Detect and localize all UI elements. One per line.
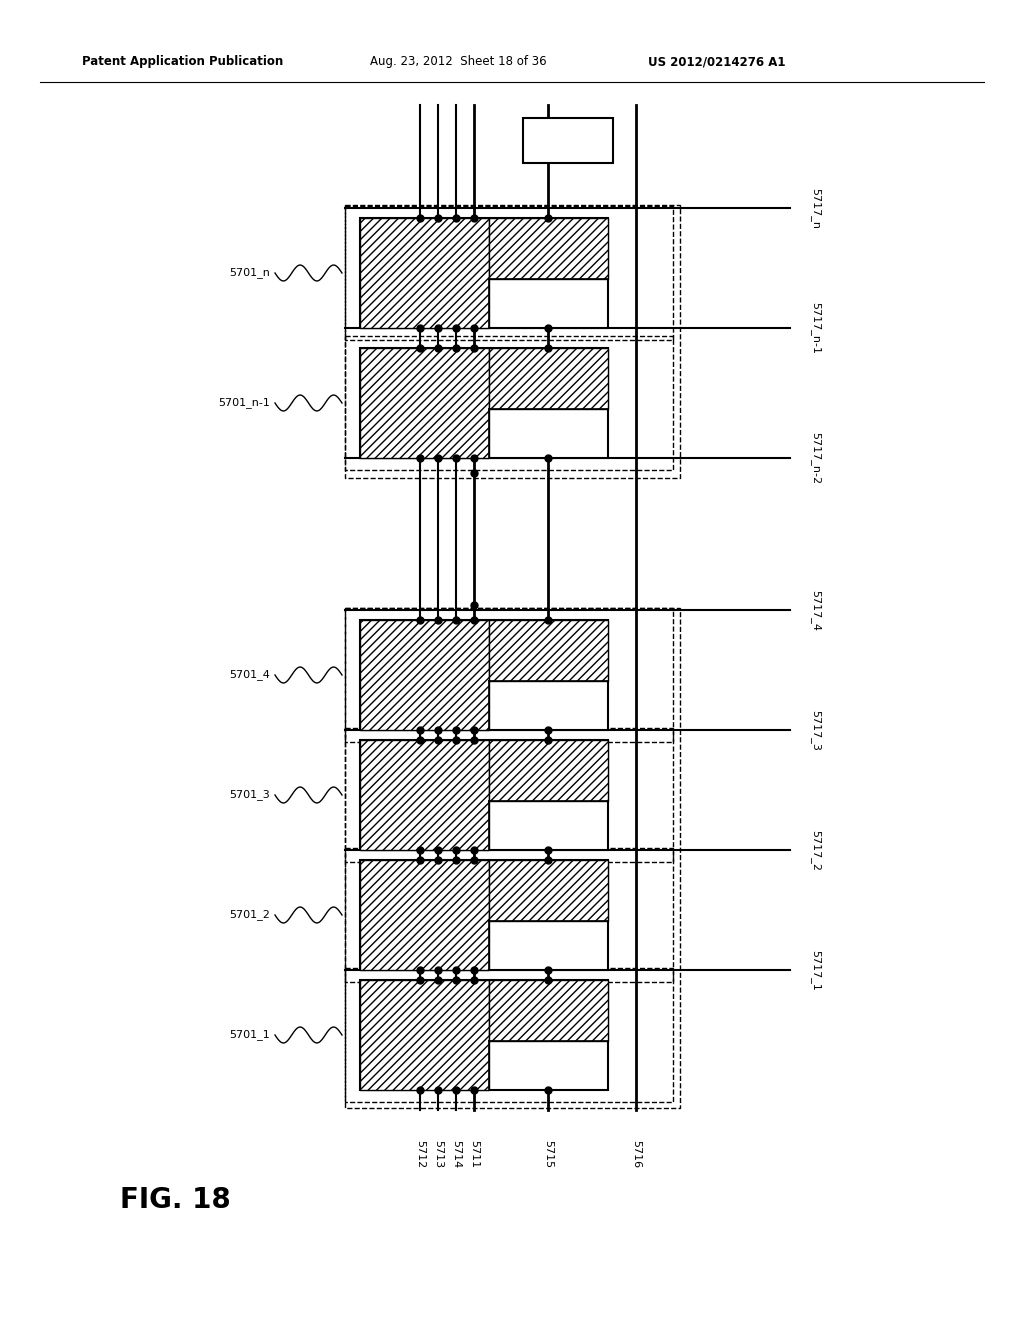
Text: 5712: 5712: [415, 1140, 425, 1168]
Text: FIG. 18: FIG. 18: [120, 1185, 230, 1214]
Bar: [345, 337, 673, 470]
Bar: [345, 206, 673, 341]
Text: 5701_n-1: 5701_n-1: [218, 397, 270, 408]
Text: 5717_3: 5717_3: [810, 710, 821, 751]
Text: 5717_1: 5717_1: [810, 949, 821, 990]
Text: 5717_n: 5717_n: [810, 187, 821, 228]
Text: 5715: 5715: [543, 1140, 553, 1168]
Bar: [360, 741, 489, 850]
Text: 5714: 5714: [451, 1140, 461, 1168]
Text: 5711: 5711: [469, 1140, 479, 1168]
Bar: [360, 741, 608, 850]
Bar: [345, 847, 673, 982]
Bar: [489, 741, 608, 800]
Text: 5717_4: 5717_4: [810, 590, 821, 631]
Text: 5701_3: 5701_3: [229, 789, 270, 800]
Text: 5716: 5716: [631, 1140, 641, 1168]
Text: 5713: 5713: [433, 1140, 443, 1168]
Text: 5701_1: 5701_1: [229, 1030, 270, 1040]
Bar: [360, 979, 489, 1090]
Bar: [345, 968, 673, 1102]
Text: 5717_n-2: 5717_n-2: [810, 432, 821, 484]
Bar: [345, 729, 673, 862]
Text: Aug. 23, 2012  Sheet 18 of 36: Aug. 23, 2012 Sheet 18 of 36: [370, 55, 547, 69]
Text: Patent Application Publication: Patent Application Publication: [82, 55, 284, 69]
Bar: [360, 861, 608, 970]
Text: 5717_n-1: 5717_n-1: [810, 302, 821, 354]
Bar: [360, 620, 608, 730]
Bar: [345, 609, 673, 742]
Bar: [345, 609, 680, 1107]
Text: 5701_n: 5701_n: [229, 268, 270, 279]
Bar: [345, 205, 680, 478]
Text: US 2012/0214276 A1: US 2012/0214276 A1: [648, 55, 785, 69]
Bar: [489, 620, 608, 681]
Bar: [360, 348, 608, 458]
Bar: [489, 861, 608, 920]
Bar: [360, 218, 608, 327]
Text: 5701_4: 5701_4: [229, 669, 270, 680]
Bar: [360, 348, 489, 458]
Bar: [489, 218, 608, 279]
Bar: [360, 218, 489, 327]
Bar: [489, 348, 608, 408]
Text: 5717_2: 5717_2: [810, 829, 821, 870]
Bar: [360, 620, 489, 730]
Bar: [489, 979, 608, 1040]
Text: 5701_2: 5701_2: [229, 909, 270, 920]
Bar: [360, 979, 608, 1090]
Bar: [360, 861, 489, 970]
Bar: [523, 117, 613, 162]
